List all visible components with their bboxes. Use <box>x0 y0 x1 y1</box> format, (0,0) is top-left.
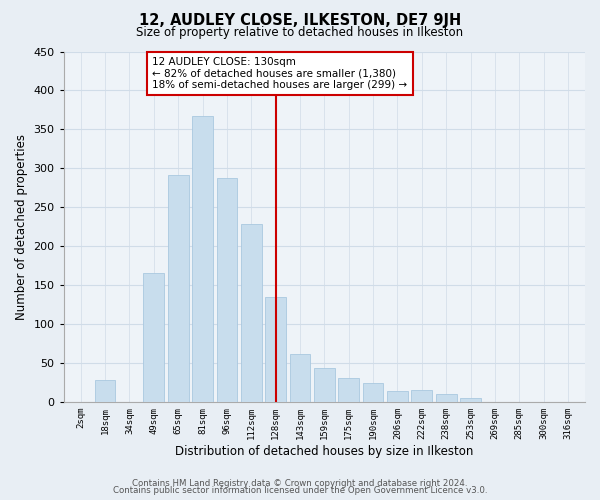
Bar <box>338 378 359 402</box>
Y-axis label: Number of detached properties: Number of detached properties <box>15 134 28 320</box>
Bar <box>217 178 237 402</box>
Bar <box>412 390 432 402</box>
Bar <box>460 398 481 402</box>
Bar <box>95 380 115 402</box>
Bar <box>168 174 188 402</box>
Text: Size of property relative to detached houses in Ilkeston: Size of property relative to detached ho… <box>136 26 464 39</box>
Text: Contains public sector information licensed under the Open Government Licence v3: Contains public sector information licen… <box>113 486 487 495</box>
X-axis label: Distribution of detached houses by size in Ilkeston: Distribution of detached houses by size … <box>175 444 473 458</box>
Bar <box>436 394 457 402</box>
Text: 12, AUDLEY CLOSE, ILKESTON, DE7 9JH: 12, AUDLEY CLOSE, ILKESTON, DE7 9JH <box>139 12 461 28</box>
Bar <box>363 383 383 402</box>
Bar <box>265 296 286 402</box>
Bar <box>241 224 262 402</box>
Bar <box>143 274 164 402</box>
Bar <box>314 368 335 402</box>
Bar <box>387 391 408 402</box>
Bar <box>192 116 213 402</box>
Text: 12 AUDLEY CLOSE: 130sqm
← 82% of detached houses are smaller (1,380)
18% of semi: 12 AUDLEY CLOSE: 130sqm ← 82% of detache… <box>152 57 407 90</box>
Bar <box>290 354 310 402</box>
Text: Contains HM Land Registry data © Crown copyright and database right 2024.: Contains HM Land Registry data © Crown c… <box>132 478 468 488</box>
